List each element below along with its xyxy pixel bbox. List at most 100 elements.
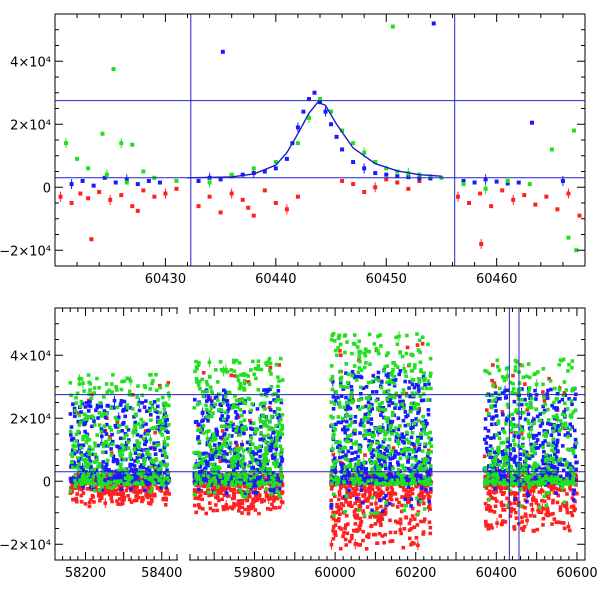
data-point: [70, 448, 75, 453]
data-point: [404, 492, 409, 496]
data-point: [295, 141, 300, 146]
data-point: [241, 425, 245, 430]
data-point: [105, 490, 110, 495]
data-point: [128, 487, 133, 491]
data-point: [237, 430, 242, 434]
data-point: [265, 363, 269, 367]
data-point: [276, 433, 281, 437]
x-tick-label: 60460: [476, 272, 517, 287]
data-point: [348, 484, 353, 488]
data-point: [81, 484, 85, 488]
data-point: [483, 501, 488, 506]
data-point: [569, 488, 573, 492]
data-point: [484, 522, 488, 527]
data-point: [237, 399, 242, 403]
data-point: [79, 420, 83, 425]
data-point: [483, 177, 488, 182]
data-point: [75, 156, 80, 161]
data-point: [272, 410, 277, 414]
data-point: [242, 477, 247, 482]
data-point: [272, 483, 277, 488]
data-point: [230, 506, 235, 511]
data-point: [68, 381, 73, 385]
data-point: [84, 457, 89, 462]
data-point: [96, 465, 100, 469]
data-point: [220, 429, 225, 433]
data-point: [544, 512, 548, 517]
data-point: [113, 484, 117, 488]
data-point: [368, 493, 372, 498]
data-point: [79, 465, 84, 470]
data-point: [75, 492, 79, 496]
data-point: [394, 449, 398, 454]
data-point: [79, 493, 84, 498]
data-point: [80, 453, 84, 457]
data-point: [383, 510, 388, 515]
data-point: [425, 458, 430, 462]
data-point: [270, 502, 274, 507]
data-point: [493, 496, 497, 501]
data-point: [205, 462, 209, 467]
data-point: [166, 430, 170, 434]
data-point: [337, 517, 341, 521]
data-point: [156, 415, 160, 420]
data-point: [264, 487, 269, 492]
data-point: [278, 452, 283, 457]
data-point: [160, 463, 164, 467]
data-point: [545, 505, 549, 510]
data-point: [345, 473, 350, 478]
data-point: [396, 427, 401, 432]
data-point: [224, 506, 229, 510]
data-point: [348, 423, 352, 428]
data-point: [483, 186, 488, 191]
data-point: [498, 396, 502, 401]
data-point: [353, 456, 358, 461]
data-point: [218, 435, 223, 440]
data-point: [350, 400, 355, 405]
data-point: [427, 457, 432, 461]
data-point: [200, 389, 205, 394]
data-point: [86, 196, 91, 201]
data-point: [209, 403, 214, 408]
data-point: [245, 498, 249, 503]
data-point: [366, 400, 371, 405]
data-point: [500, 410, 505, 414]
data-point: [229, 434, 234, 438]
data-point: [385, 397, 390, 402]
data-point: [556, 487, 560, 492]
data-point: [243, 494, 248, 499]
data-point: [349, 390, 354, 395]
data-point: [422, 378, 426, 383]
data-point: [89, 237, 94, 242]
data-point: [211, 404, 216, 409]
data-point: [390, 410, 395, 415]
data-point: [258, 437, 263, 442]
data-point: [382, 459, 387, 464]
data-point: [154, 425, 159, 430]
data-point: [196, 363, 201, 367]
data-point: [133, 488, 137, 492]
data-point: [334, 390, 338, 394]
data-point: [87, 481, 91, 485]
data-point: [245, 489, 250, 494]
data-point: [233, 374, 237, 378]
data-point: [427, 476, 432, 481]
data-point: [341, 427, 345, 432]
data-point: [359, 470, 364, 475]
data-point: [237, 453, 242, 458]
data-point: [149, 418, 153, 422]
data-point: [77, 377, 82, 381]
data-point: [374, 390, 379, 394]
data-point: [355, 499, 359, 503]
data-point: [494, 179, 499, 184]
data-point: [268, 408, 273, 412]
data-point: [344, 400, 349, 405]
data-point: [386, 416, 390, 420]
data-point: [343, 526, 347, 531]
data-point: [421, 414, 425, 419]
data-point: [272, 473, 277, 478]
data-point: [392, 383, 397, 388]
data-point: [385, 364, 390, 368]
data-point: [356, 454, 360, 459]
data-point: [429, 449, 433, 454]
